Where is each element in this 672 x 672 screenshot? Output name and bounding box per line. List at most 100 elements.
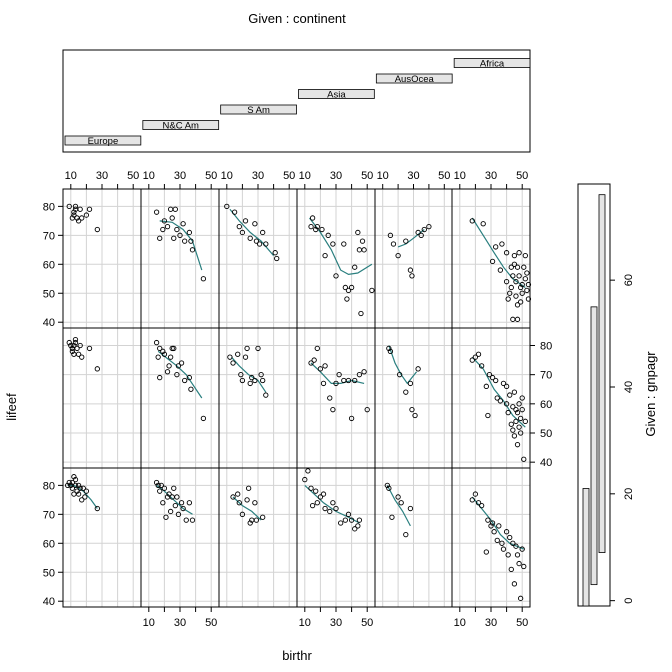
data-point <box>231 209 238 215</box>
data-point <box>488 523 494 529</box>
data-point <box>356 372 363 378</box>
x-tick-label: 30 <box>252 170 264 182</box>
x-tick-label: 50 <box>438 170 450 182</box>
gnpagr-tick-label: 20 <box>623 488 635 500</box>
x-tick-label: 30 <box>485 617 497 629</box>
data-point <box>483 549 489 555</box>
data-point <box>497 398 504 404</box>
data-point <box>517 284 524 291</box>
data-point <box>167 508 174 515</box>
data-point <box>66 203 72 210</box>
x-tick-label: 50 <box>205 617 217 629</box>
data-point <box>345 377 352 384</box>
data-point <box>86 345 93 352</box>
y-tick-label: 50 <box>43 288 55 300</box>
x-tick-label: 10 <box>454 617 466 629</box>
data-point <box>256 241 263 247</box>
smoother-line <box>231 356 267 393</box>
data-point <box>507 290 513 296</box>
data-point <box>387 232 394 238</box>
data-point <box>153 339 160 346</box>
x-tick-label: 50 <box>516 617 528 629</box>
data-point <box>507 392 513 398</box>
data-point <box>189 247 196 253</box>
data-point <box>188 386 194 392</box>
data-point <box>398 500 404 506</box>
data-point <box>167 206 174 212</box>
data-point <box>236 500 242 506</box>
data-point <box>161 485 168 491</box>
data-point <box>469 218 475 224</box>
data-point <box>320 491 327 497</box>
data-point <box>322 252 328 259</box>
data-point <box>511 433 518 439</box>
smoother-line <box>471 356 526 428</box>
continent-bar: AusOcea <box>375 73 453 85</box>
panel-r1-c2 <box>141 189 219 328</box>
data-point <box>157 374 163 381</box>
data-point <box>336 372 342 378</box>
panel-r1-c6 <box>452 189 532 328</box>
data-point <box>311 357 317 363</box>
data-point <box>418 232 424 238</box>
data-point <box>82 494 88 500</box>
data-point <box>69 348 76 354</box>
data-point <box>188 238 194 244</box>
data-point <box>71 209 77 215</box>
data-point <box>514 552 521 558</box>
data-point <box>330 500 336 506</box>
continent-bar-label: Asia <box>327 90 346 101</box>
data-point <box>171 485 177 491</box>
data-point <box>94 226 100 233</box>
y-tick-label: 40 <box>540 457 552 469</box>
data-point <box>499 241 505 247</box>
continent-bar-rect <box>453 58 531 68</box>
data-point <box>153 209 160 215</box>
continent-panel-border <box>62 49 531 153</box>
data-point <box>172 502 178 509</box>
panel-r2-c3 <box>219 328 297 468</box>
data-point <box>348 284 355 291</box>
x-tick-label: 30 <box>174 617 186 629</box>
data-point <box>242 354 249 360</box>
data-point <box>521 264 527 270</box>
panel-r2-c2 <box>141 328 219 468</box>
data-point <box>517 430 524 436</box>
y-axis-label: lifeef <box>4 393 19 421</box>
data-point <box>79 354 85 360</box>
continent-given-panel: Europe N&C Am S Am Asia AusOcea Africa <box>62 49 531 153</box>
data-point <box>319 226 325 233</box>
panel-r3-c1 <box>63 468 141 607</box>
continent-bar-label: S Am <box>247 105 270 116</box>
x-axis-label: birthr <box>282 648 312 663</box>
data-point <box>79 215 85 221</box>
data-point <box>516 250 522 256</box>
data-point <box>169 345 175 352</box>
continent-bar-rect <box>298 89 375 99</box>
data-point <box>94 505 100 512</box>
data-point <box>244 497 250 503</box>
data-point <box>491 529 497 535</box>
panel-r3-c5 <box>375 468 452 607</box>
panel-r3-c2 <box>141 468 219 607</box>
data-point <box>308 485 314 491</box>
data-point <box>409 407 415 413</box>
data-point <box>249 374 255 381</box>
data-point <box>510 316 516 322</box>
data-point <box>175 363 182 369</box>
data-point <box>157 345 163 352</box>
data-point <box>77 485 83 491</box>
x-tick-label: 30 <box>96 170 108 182</box>
data-point <box>514 302 521 308</box>
data-point <box>516 560 522 567</box>
data-point <box>66 479 72 486</box>
data-point <box>489 258 496 265</box>
data-point <box>247 235 253 241</box>
data-point <box>493 377 499 384</box>
data-point <box>415 229 421 236</box>
panel-r3-c6 <box>452 468 530 607</box>
data-point <box>521 456 527 462</box>
data-point <box>314 500 320 506</box>
data-point <box>409 273 415 279</box>
